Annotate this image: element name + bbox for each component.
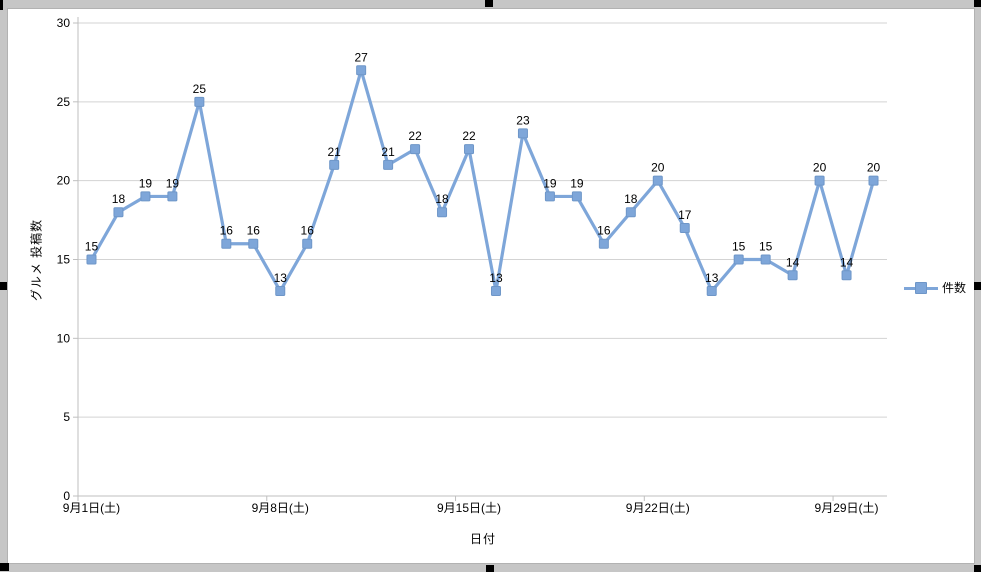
y-axis-tick-label: 5 [63,410,70,424]
data-point-marker[interactable] [679,222,690,233]
legend-series-marker-icon [904,281,938,294]
data-point-marker[interactable] [706,286,717,297]
data-point-label: 25 [193,82,207,96]
data-point-marker[interactable] [652,175,663,186]
data-point-label: 27 [354,50,368,64]
x-axis-title: 日付 [469,532,497,546]
data-point-label: 13 [489,271,503,285]
data-point-marker[interactable] [625,207,636,218]
y-axis-tick-label: 0 [63,489,70,503]
data-point-marker[interactable] [167,191,178,202]
data-point-label: 20 [813,161,827,175]
data-point-label: 15 [732,240,746,254]
selection-handle-top-left[interactable] [0,0,3,10]
legend[interactable]: 件数 [904,279,966,296]
selection-handle-bottom-left[interactable] [0,563,9,571]
data-point-label: 19 [570,176,584,190]
data-point-label: 20 [651,161,665,175]
data-point-marker[interactable] [329,159,340,170]
x-axis-tick-label: 9月8日(土) [252,501,309,515]
data-point-marker[interactable] [464,144,475,155]
y-axis-tick-label: 15 [57,253,71,267]
data-point-label: 16 [247,224,261,238]
data-point-label: 13 [274,271,288,285]
y-axis-tick-label: 30 [57,16,71,30]
y-axis-tick-label: 25 [57,95,71,109]
data-point-marker[interactable] [383,159,394,170]
selection-handle-middle-left[interactable] [0,282,7,290]
data-point-marker[interactable] [814,175,825,186]
selection-handle-middle-right[interactable] [974,282,981,290]
data-point-label: 23 [516,113,530,127]
data-point-label: 15 [85,240,99,254]
data-point-marker[interactable] [571,191,582,202]
y-axis-tick-label: 20 [57,174,71,188]
x-axis-tick-label: 9月29日(土) [815,501,879,515]
data-point-label: 14 [786,255,800,269]
data-point-label: 22 [408,129,422,143]
data-point-label: 18 [435,192,449,206]
data-point-label: 15 [759,240,773,254]
selection-handle-bottom-right[interactable] [974,565,981,572]
data-point-marker[interactable] [733,254,744,265]
selection-handle-bottom-center[interactable] [486,565,494,572]
data-point-label: 19 [543,176,557,190]
chart-area[interactable] [7,8,975,564]
y-axis-tick-label: 10 [57,331,71,345]
data-point-marker[interactable] [517,128,528,139]
selection-handle-top-right[interactable] [974,0,981,7]
data-point-label: 16 [220,224,234,238]
data-point-marker[interactable] [868,175,879,186]
data-point-marker[interactable] [356,65,367,76]
data-point-marker[interactable] [86,254,97,265]
x-axis-tick-label: 9月15日(土) [437,501,501,515]
data-point-marker[interactable] [221,238,232,249]
data-point-label: 16 [597,224,611,238]
data-point-label: 19 [139,176,153,190]
data-point-label: 17 [678,208,692,222]
data-point-label: 20 [867,161,881,175]
data-point-label: 13 [705,271,719,285]
data-point-label: 22 [462,129,476,143]
data-point-label: 14 [840,255,854,269]
data-point-label: 18 [112,192,126,206]
data-point-marker[interactable] [140,191,151,202]
x-axis-tick-label: 9月22日(土) [626,501,690,515]
data-point-label: 21 [328,145,342,159]
data-point-marker[interactable] [194,96,205,107]
data-point-marker[interactable] [598,238,609,249]
data-point-marker[interactable] [275,286,286,297]
data-point-marker[interactable] [410,144,421,155]
data-point-marker[interactable] [544,191,555,202]
data-point-marker[interactable] [437,207,448,218]
legend-label: 件数 [942,281,967,295]
data-point-marker[interactable] [841,270,852,281]
data-point-label: 21 [381,145,395,159]
data-point-marker[interactable] [787,270,798,281]
x-axis-tick-label: 9月1日(土) [63,501,120,515]
data-point-label: 19 [166,176,180,190]
data-point-label: 16 [301,224,315,238]
legend-square-marker-icon [915,281,927,294]
data-point-marker[interactable] [302,238,313,249]
selection-handle-top-center[interactable] [485,0,493,7]
data-point-marker[interactable] [113,207,124,218]
data-point-marker[interactable] [248,238,259,249]
data-point-label: 18 [624,192,638,206]
data-point-marker[interactable] [760,254,771,265]
y-axis-title: グルメ 投稿数 [29,218,44,302]
data-point-marker[interactable] [490,286,501,297]
